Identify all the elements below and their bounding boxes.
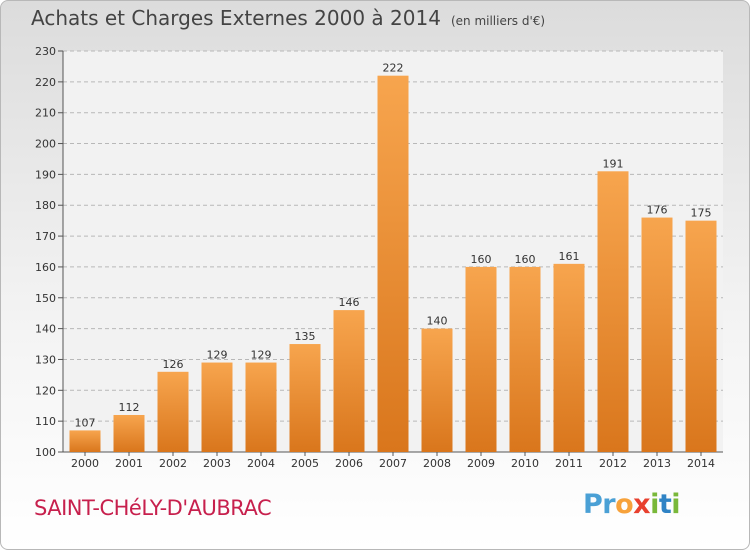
bar-2012 [597,171,629,453]
y-tick-label: 230 [35,45,56,58]
bar-2005 [289,344,321,452]
data-label-2011: 161 [559,250,580,263]
bar-2003 [201,362,233,452]
bar-2006 [333,310,365,452]
data-label-2006: 146 [339,296,360,309]
y-tick-label: 120 [35,384,56,397]
x-tick-label-2005: 2005 [291,457,319,470]
bar-2002 [157,371,189,452]
x-tick-label-2002: 2002 [159,457,187,470]
x-tick-label-2010: 2010 [511,457,539,470]
data-label-2010: 160 [515,253,536,266]
data-label-2013: 176 [647,204,668,217]
y-tick-label: 210 [35,107,56,120]
data-label-2012: 191 [603,157,624,170]
commune-name: SAINT-CHéLY-D'AUBRAC [34,496,272,520]
bar-2007 [377,75,409,452]
x-tick-label-2008: 2008 [423,457,451,470]
y-tick-label: 100 [35,446,56,459]
bar-2013 [641,217,673,452]
y-tick-label: 190 [35,168,56,181]
y-tick-label: 150 [35,292,56,305]
y-tick-label: 220 [35,76,56,89]
x-tick-label-2013: 2013 [643,457,671,470]
data-label-2003: 129 [207,349,228,362]
x-tick-label-2004: 2004 [247,457,275,470]
proxiti-logo: Proxiti [583,489,681,520]
bar-2009 [465,266,497,452]
y-tick-label: 160 [35,261,56,274]
data-label-2000: 107 [75,416,96,429]
data-label-2001: 112 [119,401,140,414]
bar-2014 [685,220,717,452]
bar-2008 [421,328,453,452]
chart-subtitle: (en milliers d'€) [450,14,546,28]
x-tick-label-2012: 2012 [599,457,627,470]
y-tick-label: 130 [35,353,56,366]
data-label-2004: 129 [251,349,272,362]
data-label-2014: 175 [691,207,712,220]
x-tick-label-2014: 2014 [687,457,715,470]
y-tick-label: 140 [35,323,56,336]
bar-2010 [509,266,541,452]
data-label-2008: 140 [427,315,448,328]
y-tick-label: 170 [35,230,56,243]
data-label-2005: 135 [295,330,316,343]
x-tick-label-2003: 2003 [203,457,231,470]
bar-2001 [113,414,145,452]
y-tick-label: 200 [35,138,56,151]
x-tick-label-2009: 2009 [467,457,495,470]
x-tick-label-2011: 2011 [555,457,583,470]
bar-2004 [245,362,277,452]
x-tick-label-2001: 2001 [115,457,143,470]
bar-2011 [553,263,585,452]
data-label-2007: 222 [383,62,404,75]
x-tick-label-2000: 2000 [71,457,99,470]
bar-2000 [69,430,101,452]
y-tick-label: 180 [35,199,56,212]
x-tick-label-2007: 2007 [379,457,407,470]
chart-title: Achats et Charges Externes 2000 à 2014 (e… [31,6,545,30]
x-tick-label-2006: 2006 [335,457,363,470]
y-tick-label: 110 [35,415,56,428]
data-label-2002: 126 [163,358,184,371]
data-label-2009: 160 [471,253,492,266]
title-text: Achats et Charges Externes 2000 à 2014 [31,6,441,30]
